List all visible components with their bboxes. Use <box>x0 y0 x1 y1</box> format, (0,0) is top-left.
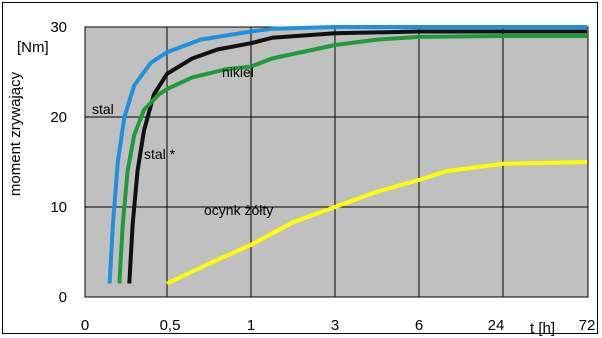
x-tick-labels: 0 0,5 1 3 6 24 72 <box>81 317 596 334</box>
annotation-stal: stal <box>92 101 114 117</box>
y-tick-label: 0 <box>59 289 67 306</box>
y-axis-label: moment zrywający <box>7 71 24 196</box>
series-line-stal <box>107 25 587 284</box>
gridlines <box>85 27 588 297</box>
series-lines <box>107 25 588 286</box>
x-tick-label: 1 <box>247 317 255 334</box>
series-line-nikiel <box>117 34 587 284</box>
series-line-stal-star <box>127 29 587 284</box>
y-axis-unit: [Nm] <box>17 39 49 56</box>
series-line-ocynk-zolty <box>166 160 588 286</box>
x-tick-label: 0,5 <box>160 317 181 334</box>
y-tick-label: 30 <box>50 19 67 36</box>
annotation-stal-star: stal * <box>144 146 176 162</box>
annotation-nikiel: nikiel <box>222 64 254 80</box>
x-tick-label: 3 <box>331 317 339 334</box>
x-tick-label: 72 <box>579 317 596 334</box>
x-tick-label: 0 <box>81 317 89 334</box>
annotation-ocynk-zolty: ocynk żółty <box>204 202 273 218</box>
y-tick-label: 20 <box>50 109 67 126</box>
x-tick-label: 24 <box>488 317 505 334</box>
y-tick-labels: 0 10 20 30 <box>50 19 67 306</box>
x-tick-label: 6 <box>415 317 423 334</box>
y-tick-label: 10 <box>50 199 67 216</box>
x-axis-label: t [h] <box>530 320 555 337</box>
